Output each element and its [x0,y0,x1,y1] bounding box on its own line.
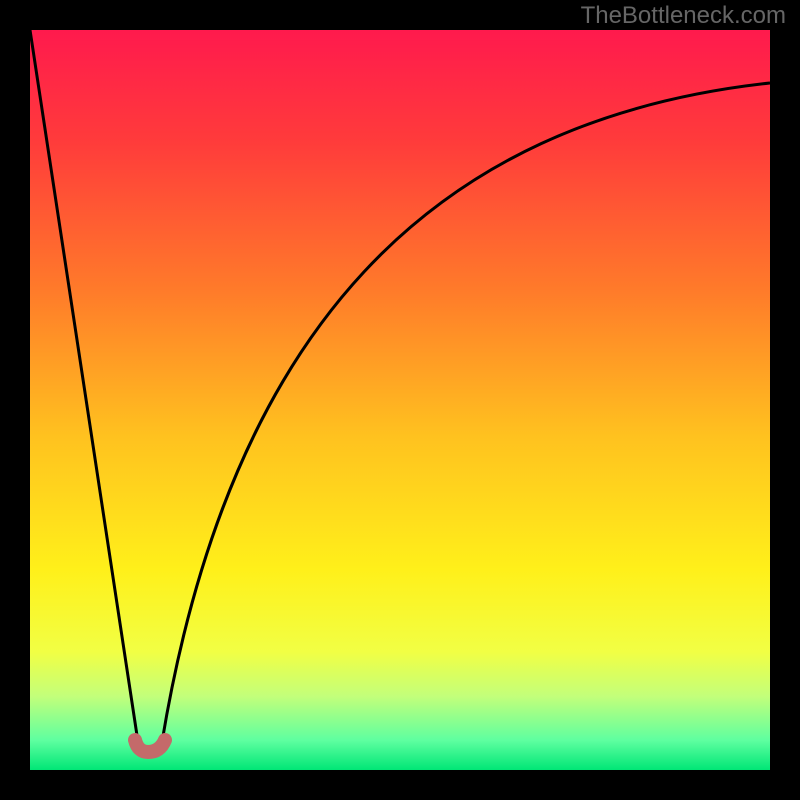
chart-frame: TheBottleneck.com [0,0,800,800]
bottleneck-chart [0,0,800,800]
gradient-panel [30,30,770,770]
watermark-text: TheBottleneck.com [581,2,786,30]
